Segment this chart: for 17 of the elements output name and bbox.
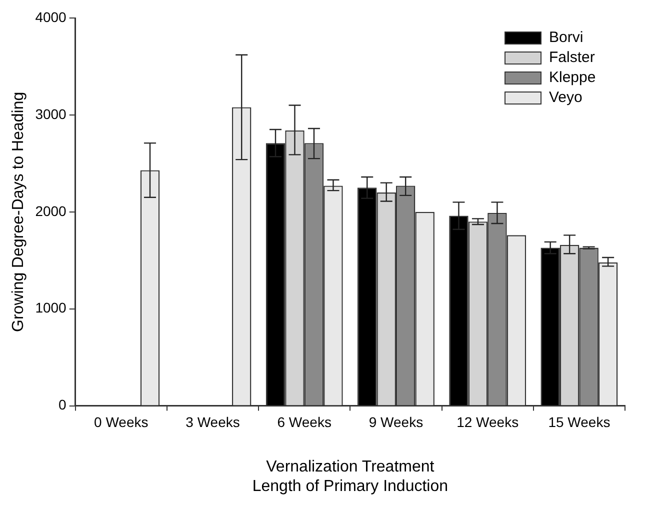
legend-label: Falster [549,49,595,66]
x-tick-label: 0 Weeks [94,414,148,430]
y-tick-label: 4000 [35,8,67,25]
y-tick-label: 2000 [35,202,67,219]
legend-label: Veyo [549,89,582,106]
legend-label: Borvi [549,29,584,46]
y-axis-title: Growing Degree-Days to Heading [10,92,28,332]
x-tick-label: 12 Weeks [456,414,519,430]
x-tick-label: 15 Weeks [548,414,610,430]
legend-label: Kleppe [549,69,596,86]
y-tick-label: 0 [58,396,67,413]
x-tick-label: 6 Weeks [277,414,332,430]
y-tick-label: 1000 [35,300,67,316]
x-axis-title: Vernalization Treatment Length of Primary Induction [252,458,448,495]
y-tick-label: 3000 [35,106,67,122]
x-tick-label: 3 Weeks [186,414,240,430]
x-tick-label: 9 Weeks [368,414,424,430]
